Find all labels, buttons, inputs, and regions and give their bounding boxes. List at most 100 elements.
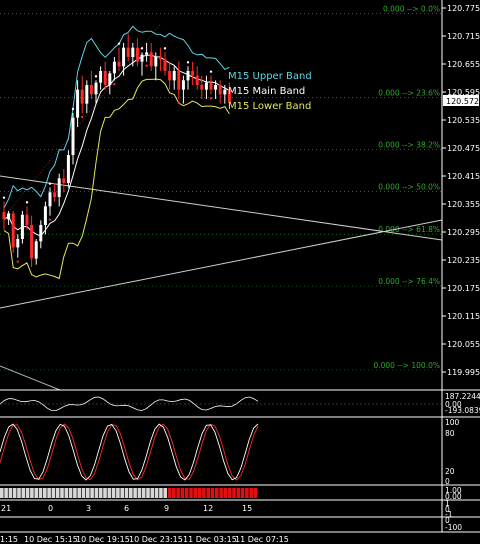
- price-label: 120.295: [447, 228, 480, 237]
- trend-bar: [172, 488, 176, 498]
- cci-indicator[interactable]: [0, 396, 442, 412]
- cci-line: [0, 396, 259, 412]
- trend-bar: [253, 488, 258, 498]
- trend-bar: [4, 488, 8, 498]
- main-band-label: M15 Main Band: [228, 86, 305, 97]
- price-label: 120.355: [447, 200, 480, 209]
- trend-bar: [189, 488, 193, 498]
- trend-bar: [184, 488, 189, 498]
- time-label: 11 Dec 07:15: [235, 535, 289, 544]
- price-label: 120.175: [447, 284, 480, 293]
- trend-bar: [68, 488, 73, 498]
- cci-zero-label: 0.00: [445, 400, 462, 409]
- candle-body: [62, 178, 66, 183]
- trend-bar-indicator[interactable]: [0, 488, 258, 498]
- trend-bar: [116, 488, 120, 498]
- fib-level-label: 0.000 --> 50.0%: [378, 183, 440, 192]
- trendline-dotted[interactable]: [9, 24, 161, 211]
- stochastic-indicator[interactable]: [0, 423, 259, 481]
- candle-body: [227, 89, 231, 103]
- trend-bar: [77, 488, 81, 498]
- high-marker: [140, 47, 144, 50]
- candle-body: [71, 117, 75, 155]
- bar-1-label: 1.00: [445, 486, 462, 495]
- high-marker: [71, 107, 75, 111]
- trend-bar: [146, 488, 150, 498]
- trend-bar: [38, 488, 43, 498]
- trend-bar: [227, 488, 232, 498]
- price-label: 120.415: [447, 172, 480, 181]
- trend-bar: [245, 488, 249, 498]
- candle-body: [85, 85, 89, 104]
- candle-body: [172, 71, 176, 81]
- price-label: 120.715: [447, 32, 480, 41]
- price-label: 120.115: [447, 312, 480, 321]
- fib-level-label: 0.000 --> 0.0%: [383, 4, 440, 13]
- fib-level-label: 0.000 --> 76.4%: [378, 277, 440, 286]
- trendline-ascending[interactable]: [0, 219, 443, 309]
- candle-body: [154, 57, 158, 67]
- trendline-descending[interactable]: [0, 175, 443, 241]
- upper-band-line: [3, 25, 230, 209]
- low-marker: [209, 97, 213, 100]
- bar-0-label: 0.00: [445, 492, 462, 501]
- candle-body: [11, 213, 15, 248]
- stoch-80-label: 80: [445, 429, 455, 438]
- trend-bar: [43, 488, 47, 498]
- stoch-0-label: 0: [445, 477, 450, 486]
- price-label: 120.535: [447, 116, 480, 125]
- trend-bar: [47, 488, 51, 498]
- candle-body: [25, 214, 29, 225]
- trend-bar: [236, 488, 241, 498]
- trend-bar: [223, 488, 228, 498]
- trend-lines[interactable]: [0, 24, 443, 391]
- session-number: 3: [86, 504, 91, 513]
- fib-level-label: 0.000 --> 61.8%: [378, 225, 440, 234]
- trend-bar: [0, 488, 4, 498]
- high-marker: [48, 182, 52, 185]
- trend-bar: [159, 488, 163, 498]
- trend-bar: [163, 488, 167, 498]
- stoch-signal-line: [0, 423, 259, 481]
- trend-bar: [94, 488, 99, 498]
- high-marker: [117, 42, 121, 45]
- high-marker: [209, 70, 213, 73]
- fibonacci-retracement[interactable]: 0.000 --> 0.0% 0.000 --> 23.6% 0.000 --> 3…: [0, 4, 442, 371]
- trend-bar: [25, 488, 30, 498]
- trendline-lower[interactable]: [0, 365, 61, 391]
- time-label: 10 Dec 23:15: [129, 535, 183, 544]
- candle-body: [53, 192, 57, 197]
- trend-bar: [215, 488, 219, 498]
- fib-level-label: 0.000 --> 100.0%: [373, 361, 440, 370]
- candle-body: [7, 213, 11, 220]
- candle-body: [195, 75, 199, 85]
- trend-bar: [30, 488, 34, 498]
- low-marker: [81, 115, 84, 119]
- candle-body: [16, 239, 20, 248]
- candle-body: [145, 52, 149, 55]
- high-marker: [2, 196, 6, 199]
- candle-body: [149, 52, 153, 67]
- candle-body: [191, 71, 195, 76]
- signal-markers: [2, 42, 213, 263]
- candle-body: [168, 71, 172, 81]
- candle-body: [135, 47, 139, 62]
- candle-body: [181, 80, 185, 90]
- upper-band-label: M15 Upper Band: [228, 71, 312, 82]
- trend-bar: [197, 488, 202, 498]
- trend-bar: [141, 488, 146, 498]
- trend-bar: [167, 488, 172, 498]
- candle-body: [214, 85, 218, 90]
- tiny-0-label: 0: [445, 516, 450, 525]
- price-label: 120.055: [447, 340, 480, 349]
- trend-bar: [154, 488, 159, 498]
- trend-bar: [12, 488, 17, 498]
- trend-bar: [86, 488, 90, 498]
- stoch-100-label: 100: [445, 418, 460, 427]
- trend-bar: [150, 488, 155, 498]
- low-marker: [177, 101, 180, 105]
- time-label: 1:15: [0, 535, 18, 544]
- price-axis[interactable]: 120.775 120.715 120.655 120.595 120.535 120.4…: [442, 4, 480, 377]
- stoch-main-line: [0, 423, 259, 481]
